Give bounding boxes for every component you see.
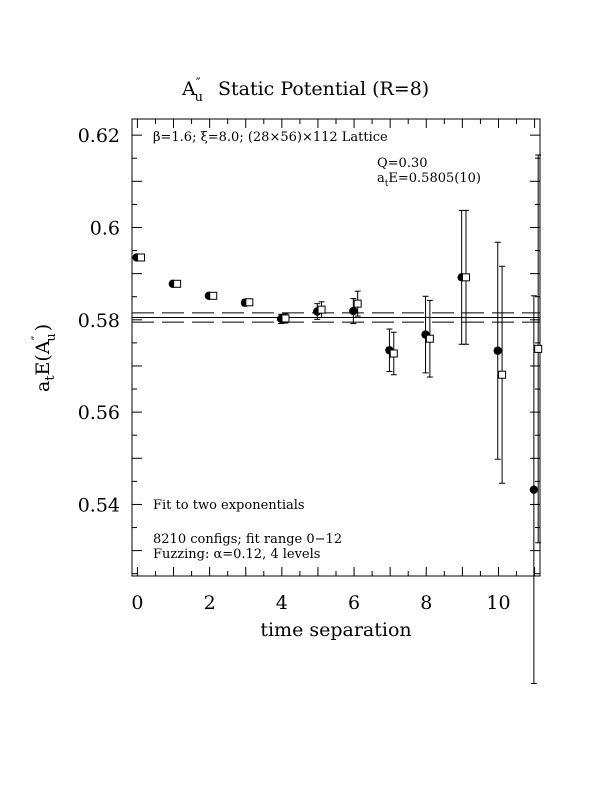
energy-sub: t: [385, 179, 389, 189]
y-axis-label: atE(A″u): [30, 324, 59, 392]
data-point-square: [389, 349, 398, 358]
tick-labels: 0 2 4 6 8 10 0.54 0.56 0.58 0.6 0.62: [78, 125, 511, 614]
data-point-circle: [349, 306, 358, 316]
fit-annotation: Fit to two exponentials: [153, 498, 305, 513]
data-point-square: [245, 298, 254, 307]
q-value-annotation: Q=0.30: [377, 156, 428, 171]
x-tick-label: 10: [486, 592, 510, 614]
ylabel-main: E(A: [32, 340, 54, 375]
chart-title: A″ u Static Potential (R=8): [181, 76, 429, 105]
y-tick-label: 0.54: [78, 494, 120, 516]
title-prime: ″: [196, 76, 201, 91]
y-tick-label: 0.62: [78, 125, 120, 147]
ylabel-close: ): [32, 324, 54, 331]
x-tick-label: 6: [348, 592, 360, 614]
x-axis-label: time separation: [260, 619, 411, 641]
data-point-square: [209, 291, 218, 300]
data-point-square: [137, 253, 146, 262]
y-tick-label: 0.58: [78, 310, 120, 332]
data-point-square: [317, 305, 326, 314]
data-point-square: [461, 273, 470, 282]
fit-lines: [132, 312, 540, 323]
x-tick-label: 0: [131, 592, 143, 614]
energy-prefix: a: [377, 171, 385, 186]
data-point-square: [281, 314, 290, 323]
energy-rest: E=0.5805(10): [388, 171, 481, 186]
ylabel-prime: ″: [30, 335, 45, 340]
data-point-square: [498, 370, 507, 379]
fuzzing-annotation: Fuzzing: α=0.12, 4 levels: [153, 547, 320, 562]
configs-annotation: 8210 configs; fit range 0−12: [153, 532, 342, 547]
data-point-square: [353, 299, 362, 308]
data-points: [132, 154, 543, 685]
data-point-square: [534, 344, 543, 353]
ylabel-sub: u: [44, 333, 59, 341]
x-tick-label: 8: [420, 592, 432, 614]
data-point-circle: [529, 485, 539, 494]
data-point-square: [173, 279, 182, 288]
ylabel-prefix-sub: t: [43, 375, 58, 381]
title-subscript: u: [195, 90, 203, 105]
ylabel-prefix: a: [32, 381, 54, 392]
y-tick-label: 0.6: [90, 217, 120, 239]
data-point-circle: [493, 346, 502, 355]
energy-annotation: atE=0.5805(10): [377, 171, 481, 189]
x-tick-label: 4: [276, 592, 288, 614]
y-tick-label: 0.56: [78, 402, 120, 424]
x-tick-label: 2: [204, 592, 216, 614]
data-point-square: [425, 334, 434, 343]
title-text: Static Potential (R=8): [218, 78, 429, 100]
axis-ticks: [132, 119, 540, 576]
title-symbol: A: [181, 78, 196, 100]
lattice-annotation: β=1.6; ξ=8.0; (28×56)×112 Lattice: [153, 130, 388, 145]
